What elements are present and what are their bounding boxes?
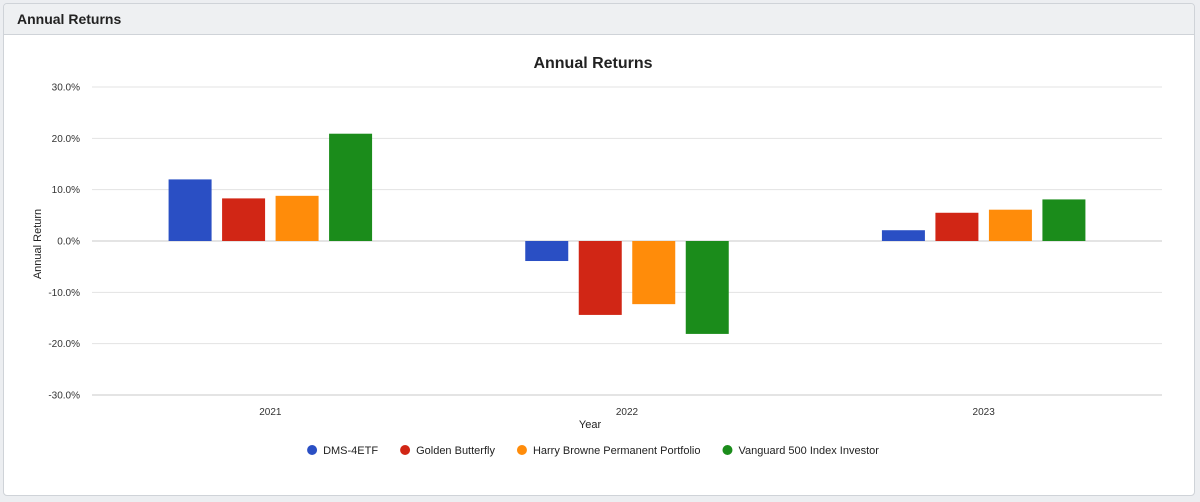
legend-label: Golden Butterfly <box>416 445 495 457</box>
bar-vanguard-500-index-investor-2023[interactable] <box>1042 199 1086 241</box>
x-tick-label: 2023 <box>973 407 996 418</box>
legend-item[interactable]: DMS-4ETF <box>307 445 378 457</box>
annual-returns-chart: 30.0% 20.0% 10.0% 0.0% -10.0% -20.0% -30.0% 20… <box>32 55 1162 457</box>
y-tick-label: -10.0% <box>48 288 80 299</box>
y-tick-label: 20.0% <box>52 134 80 145</box>
bars <box>168 133 1086 334</box>
legend-marker <box>307 445 318 455</box>
legend-marker <box>400 445 411 455</box>
bar-dms-4etf-2021[interactable] <box>168 179 212 241</box>
legend-marker <box>722 445 733 455</box>
bar-dms-4etf-2022[interactable] <box>525 241 569 262</box>
legend-item[interactable]: Golden Butterfly <box>400 445 495 457</box>
y-tick-label: 30.0% <box>52 83 80 94</box>
chart-legend: DMS-4ETF Golden Butterfly Harry Browne Per… <box>307 445 879 457</box>
bar-vanguard-500-index-investor-2021[interactable] <box>329 133 373 241</box>
panel-title: Annual Returns <box>4 4 1194 35</box>
bar-harry-browne-permanent-portfolio-2022[interactable] <box>632 241 676 305</box>
legend-item[interactable]: Harry Browne Permanent Portfolio <box>516 445 701 457</box>
legend-label: DMS-4ETF <box>323 445 378 457</box>
bar-golden-butterfly-2023[interactable] <box>935 212 979 241</box>
legend-item[interactable]: Vanguard 500 Index Investor <box>722 445 879 457</box>
bar-harry-browne-permanent-portfolio-2021[interactable] <box>275 195 319 241</box>
bar-golden-butterfly-2022[interactable] <box>578 241 622 315</box>
y-tick-label: -20.0% <box>48 339 80 350</box>
x-tick-label: 2022 <box>616 407 639 418</box>
y-axis-title: Annual Return <box>32 209 44 279</box>
y-tick-label: 0.0% <box>57 237 80 248</box>
legend-label: Harry Browne Permanent Portfolio <box>533 445 701 457</box>
y-tick-label: 10.0% <box>52 185 80 196</box>
legend-marker <box>516 445 527 455</box>
bar-harry-browne-permanent-portfolio-2023[interactable] <box>988 209 1032 241</box>
x-axis-title: Year <box>579 419 602 431</box>
y-tick-label: -30.0% <box>48 391 80 402</box>
x-axis-ticks: 2021 2022 2023 <box>259 407 995 418</box>
grid-lines <box>92 86 1162 396</box>
annual-returns-panel: Annual Returns 30.0% 20.0% 10.0% 0.0% -10.0%… <box>3 3 1195 496</box>
bar-dms-4etf-2023[interactable] <box>881 230 925 241</box>
chart-title: Annual Returns <box>533 55 652 72</box>
y-axis-ticks: 30.0% 20.0% 10.0% 0.0% -10.0% -20.0% -30.0% <box>48 83 80 402</box>
x-tick-label: 2021 <box>259 407 282 418</box>
legend-label: Vanguard 500 Index Investor <box>738 445 879 457</box>
bar-vanguard-500-index-investor-2022[interactable] <box>685 241 729 334</box>
bar-golden-butterfly-2021[interactable] <box>222 198 266 241</box>
